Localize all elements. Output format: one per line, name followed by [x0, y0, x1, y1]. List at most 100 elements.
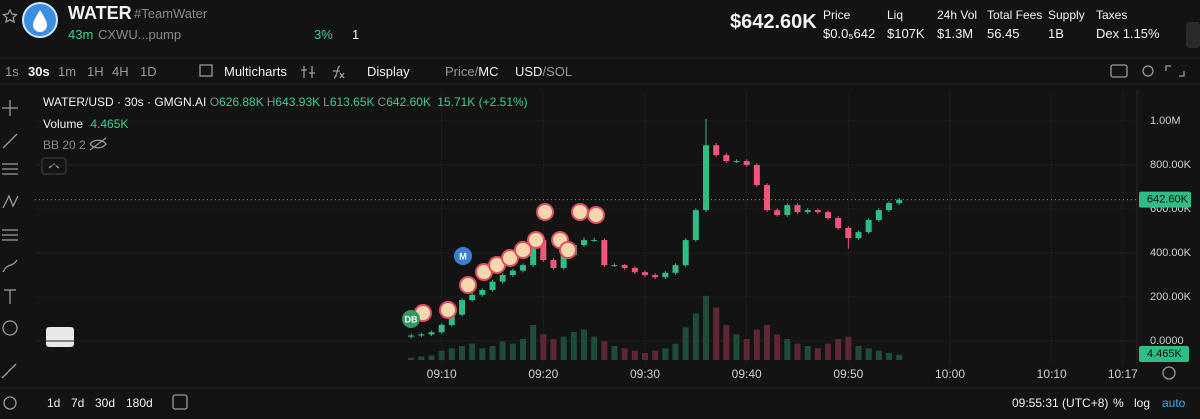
candle-body: [469, 294, 476, 301]
trade-badge: [571, 203, 589, 221]
pattern-tool[interactable]: [2, 194, 19, 209]
camera-icon[interactable]: [1110, 64, 1128, 78]
volume-bar: [520, 339, 526, 360]
stat-value: 1B: [1048, 26, 1064, 41]
separator: /: [542, 64, 547, 79]
fx-icon[interactable]: [333, 65, 345, 79]
range[interactable]: 1d: [47, 396, 61, 410]
stat-label: Taxes: [1096, 8, 1128, 22]
measure-tool[interactable]: [1, 363, 17, 379]
volume-bar: [784, 339, 791, 360]
trade-badge: [527, 231, 545, 249]
collapse-button[interactable]: [41, 157, 67, 175]
multicharts[interactable]: Multicharts: [224, 64, 287, 79]
interval[interactable]: 1H: [87, 64, 104, 79]
volume-bar: [642, 353, 648, 360]
emoji-tool[interactable]: [2, 320, 18, 336]
interval[interactable]: 4H: [112, 64, 129, 79]
market-cap: $642.60K: [730, 11, 817, 33]
volume-value: 4.465K: [90, 117, 129, 131]
token-tag: #TeamWater: [134, 6, 208, 21]
range[interactable]: 30d: [95, 396, 116, 410]
auto-toggle[interactable]: auto: [1162, 396, 1186, 410]
symbol-title: WATER/USD · 30s · GMGN.AI: [43, 95, 207, 109]
volume-bar: [631, 350, 638, 360]
volume-bar: [896, 354, 903, 360]
brush-tool[interactable]: [2, 259, 18, 273]
volume-bar: [764, 325, 770, 360]
volume-bar: [825, 343, 831, 360]
candle-body: [855, 232, 862, 239]
multicharts-icon[interactable]: [199, 64, 213, 77]
percent-toggle[interactable]: %: [1113, 396, 1124, 410]
fullscreen-icon[interactable]: [1165, 65, 1185, 77]
volume-bar: [794, 343, 801, 360]
token-address[interactable]: CXWU...pump: [98, 27, 182, 42]
sol-option[interactable]: SOL: [546, 64, 573, 79]
stat-label: 24h Vol: [937, 8, 978, 22]
count: 1: [352, 27, 360, 42]
candle-body: [723, 155, 730, 162]
indicator-icon[interactable]: [301, 66, 315, 78]
candle-body: [540, 240, 547, 261]
logo-drop: [33, 10, 47, 32]
projection-tool[interactable]: [2, 229, 18, 241]
currency-toggle[interactable]: USD/SOL: [515, 64, 572, 79]
ohlc-key: L: [323, 95, 330, 109]
settings-icon[interactable]: [1142, 65, 1154, 77]
volume-bar: [570, 332, 577, 360]
interval[interactable]: 1s: [5, 64, 19, 79]
candle-body: [591, 240, 598, 242]
range[interactable]: 7d: [71, 396, 85, 410]
ohlc-item: O626.88K: [210, 95, 267, 109]
fib-tool[interactable]: [2, 163, 18, 175]
trade-badge: [501, 249, 519, 267]
crosshair-tool[interactable]: [2, 100, 18, 116]
trade-badge: [587, 206, 605, 224]
volume-bar: [886, 353, 892, 360]
volume-bar: [621, 348, 628, 360]
trade-badge: [536, 203, 554, 221]
stat-label: Liq: [887, 8, 904, 22]
candle-body: [652, 275, 659, 278]
candle-body: [560, 255, 567, 268]
volume-bar: [713, 307, 720, 360]
stat-label: Price: [823, 8, 851, 22]
axis-settings-icon[interactable]: [1162, 366, 1176, 380]
ohlc-item: C642.60K: [378, 95, 434, 109]
visibility-icon[interactable]: [89, 137, 107, 151]
separator: /: [474, 64, 479, 79]
tv-logo[interactable]: [46, 327, 74, 347]
favorite-icon[interactable]: [2, 8, 18, 24]
interval[interactable]: 1m: [58, 64, 77, 79]
x-tick-label: 09:20: [528, 367, 558, 381]
stat-value: 56.45: [987, 26, 1020, 41]
candle-body: [886, 203, 892, 211]
collapse-arrow: [48, 163, 60, 169]
candle-body: [692, 210, 699, 241]
range[interactable]: 180d: [126, 396, 153, 410]
volume-bar: [469, 343, 476, 360]
volume-bar: [845, 336, 852, 360]
last-volume-label: 4.465K: [1147, 348, 1183, 360]
interval[interactable]: 1D: [140, 64, 157, 79]
candle-body: [764, 185, 770, 211]
candle-body: [875, 210, 882, 221]
text-tool[interactable]: [4, 289, 16, 304]
mc-option[interactable]: MC: [478, 64, 499, 79]
log-toggle[interactable]: log: [1134, 396, 1151, 410]
candle-body: [804, 210, 811, 213]
price-option[interactable]: Price: [445, 64, 475, 79]
candle-body: [631, 267, 638, 273]
legend: WATER/USD · 30s · GMGN.AI O626.88K H643.9…: [43, 95, 528, 109]
interval[interactable]: 30s: [28, 64, 50, 79]
line-tool[interactable]: [2, 133, 18, 149]
usd-option[interactable]: USD: [515, 64, 543, 79]
zoom-tool[interactable]: [3, 396, 17, 410]
volume-bar: [428, 355, 435, 360]
panel-toggle[interactable]: [1186, 22, 1200, 48]
display[interactable]: Display: [367, 64, 410, 79]
date-range-icon[interactable]: [172, 394, 188, 410]
price-mc-toggle[interactable]: Price/MC: [445, 64, 498, 79]
candle-body: [418, 334, 425, 336]
